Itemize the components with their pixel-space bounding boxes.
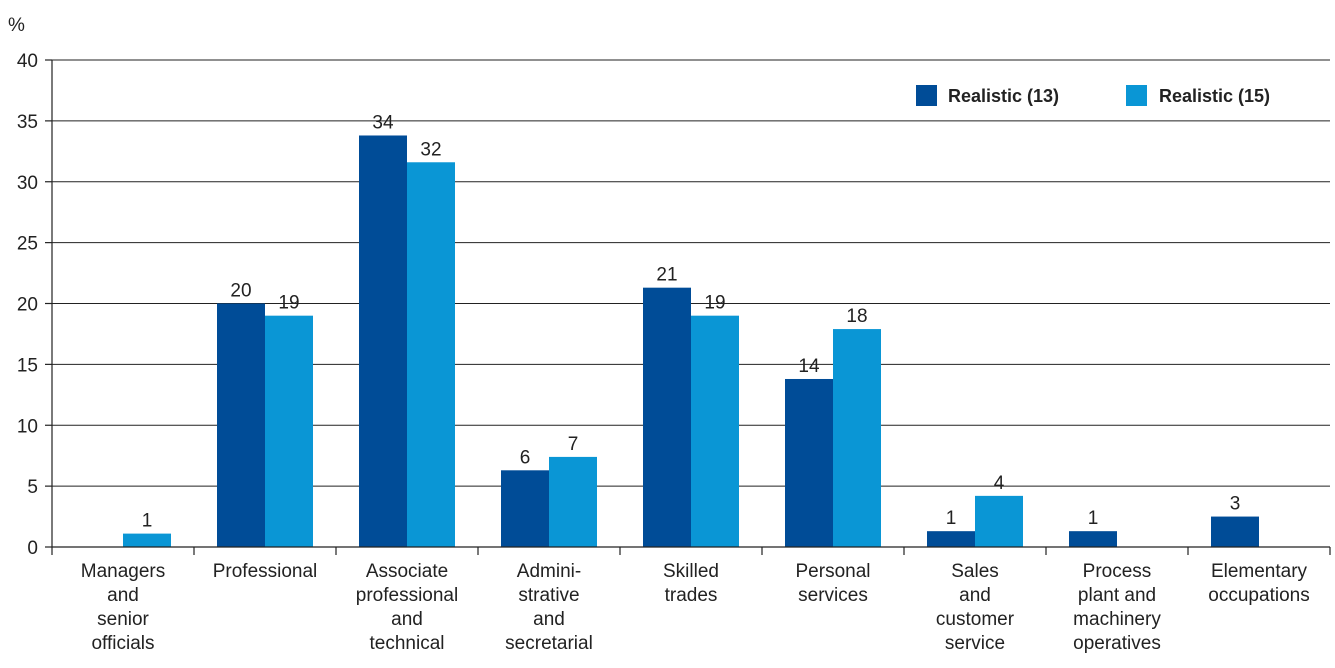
category-label: Professional bbox=[213, 561, 318, 582]
bar bbox=[691, 315, 739, 547]
y-tick-label: 5 bbox=[27, 477, 38, 498]
data-label: 6 bbox=[520, 447, 531, 468]
data-label: 21 bbox=[656, 265, 677, 286]
data-label: 1 bbox=[1088, 508, 1099, 529]
bar bbox=[217, 303, 265, 547]
data-label: 1 bbox=[142, 511, 153, 532]
bar bbox=[1069, 531, 1117, 547]
data-label: 32 bbox=[420, 139, 441, 160]
y-tick-label: 20 bbox=[17, 295, 38, 316]
category-label: Process plant and machinery operatives bbox=[1073, 561, 1161, 654]
bar bbox=[1211, 516, 1259, 547]
y-axis-unit-label: % bbox=[8, 15, 25, 36]
category-label: Managers and senior officials bbox=[81, 561, 166, 654]
bar bbox=[265, 315, 313, 547]
y-tick-label: 0 bbox=[27, 538, 38, 559]
category-labels: Managers and senior officials Professional As… bbox=[81, 561, 1310, 654]
legend-swatch bbox=[1126, 85, 1147, 106]
y-tick-label: 30 bbox=[17, 173, 38, 194]
data-label: 3 bbox=[1230, 494, 1241, 515]
category-label: Admini-strative and secretarial bbox=[505, 561, 593, 654]
data-labels: 20 34 6 21 14 1 1 3 1 19 32 7 19 18 4 bbox=[142, 112, 1241, 531]
bar bbox=[927, 531, 975, 547]
bar bbox=[833, 329, 881, 547]
legend-label: Realistic (13) bbox=[948, 86, 1059, 106]
y-tick-label: 15 bbox=[17, 355, 38, 376]
legend-swatch bbox=[916, 85, 937, 106]
y-tick-label: 25 bbox=[17, 234, 38, 255]
data-label: 19 bbox=[278, 293, 299, 314]
y-tick-label: 40 bbox=[17, 51, 38, 72]
bar bbox=[359, 135, 407, 548]
category-label: Personal services bbox=[796, 561, 871, 606]
category-label: Elementary occupations bbox=[1208, 561, 1309, 606]
data-label: 19 bbox=[704, 293, 725, 314]
legend: Realistic (13) Realistic (15) bbox=[916, 85, 1270, 106]
data-label: 1 bbox=[946, 508, 957, 529]
data-label: 20 bbox=[230, 281, 251, 302]
bar bbox=[643, 287, 691, 547]
data-label: 4 bbox=[994, 473, 1005, 494]
bar bbox=[975, 495, 1023, 547]
bar bbox=[123, 533, 171, 547]
bars bbox=[123, 135, 1259, 548]
legend-label: Realistic (15) bbox=[1159, 86, 1270, 106]
bar bbox=[501, 470, 549, 547]
y-tick-label: 10 bbox=[17, 416, 38, 437]
data-label: 7 bbox=[568, 434, 579, 455]
y-tick-label: 35 bbox=[17, 112, 38, 133]
bar bbox=[549, 456, 597, 547]
bar bbox=[785, 378, 833, 547]
y-axis-ticks: 0 5 10 15 20 25 30 35 40 bbox=[17, 51, 52, 559]
data-label: 14 bbox=[798, 356, 820, 377]
x-axis bbox=[51, 60, 1331, 555]
category-label: Sales and customer service bbox=[936, 561, 1015, 654]
category-label: Skilled trades bbox=[663, 561, 719, 606]
data-label: 34 bbox=[372, 112, 394, 133]
bar bbox=[407, 162, 455, 547]
category-label: Associate professional and technical bbox=[356, 561, 458, 654]
data-label: 18 bbox=[846, 306, 867, 327]
